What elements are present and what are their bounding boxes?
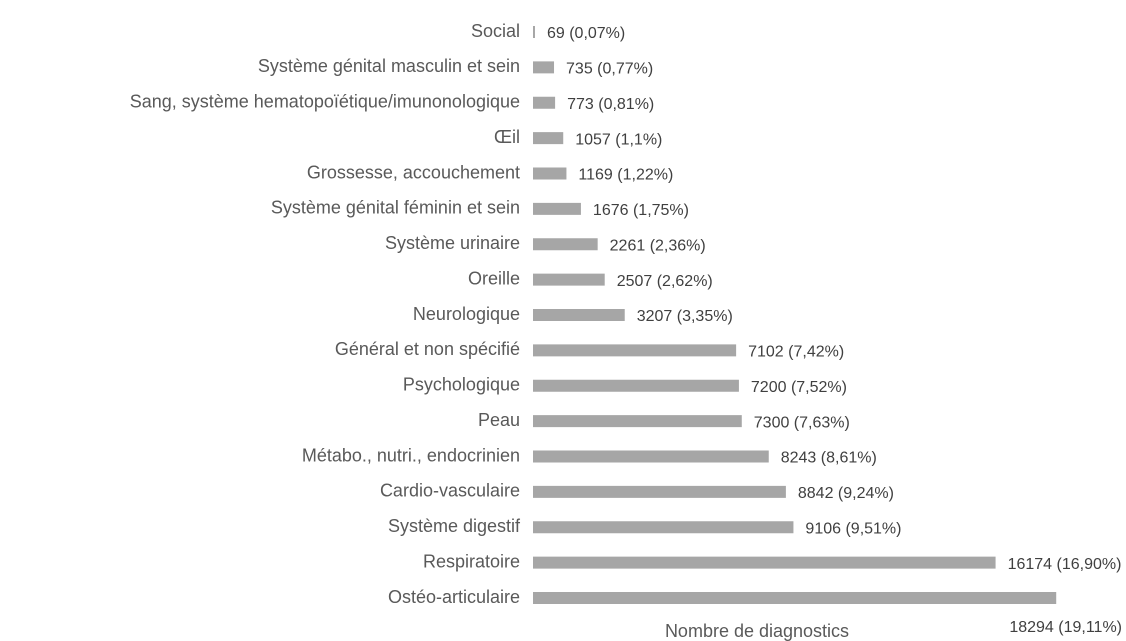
data-label: 8243 (8,61%) bbox=[781, 450, 877, 467]
y-tick-label: Peau bbox=[478, 410, 520, 430]
bar bbox=[533, 415, 742, 428]
y-tick-label: Neurologique bbox=[413, 304, 520, 324]
data-label: 2261 (2,36%) bbox=[610, 237, 706, 254]
data-label: 18294 (19,11%) bbox=[1009, 619, 1122, 636]
y-tick-label: Système génital féminin et sein bbox=[271, 198, 520, 218]
bar bbox=[533, 202, 581, 215]
bar bbox=[533, 521, 794, 534]
y-tick-label: Oreille bbox=[468, 268, 520, 288]
data-label: 1676 (1,75%) bbox=[593, 202, 689, 219]
bar bbox=[533, 96, 556, 109]
y-tick-label: Métabo., nutri., endocrinien bbox=[302, 445, 520, 465]
data-label: 69 (0,07%) bbox=[547, 25, 625, 42]
y-tick-label: Système urinaire bbox=[385, 233, 520, 253]
bar bbox=[533, 309, 625, 321]
data-label: 773 (0,81%) bbox=[567, 96, 654, 113]
bar bbox=[533, 556, 996, 569]
bar bbox=[533, 132, 564, 145]
bar bbox=[533, 592, 1057, 604]
y-tick-label: Général et non spécifié bbox=[335, 339, 520, 359]
bar bbox=[533, 61, 555, 74]
y-tick-label: Psychologique bbox=[403, 375, 520, 395]
bar bbox=[533, 344, 737, 357]
bar bbox=[533, 273, 605, 286]
y-tick-label: Système digestif bbox=[388, 516, 521, 536]
y-tick-label: Grossesse, accouchement bbox=[307, 162, 520, 182]
bar bbox=[533, 450, 769, 463]
data-label: 2507 (2,62%) bbox=[617, 273, 713, 290]
bar bbox=[533, 379, 739, 392]
data-label: 735 (0,77%) bbox=[566, 61, 653, 78]
y-tick-label: Système génital masculin et sein bbox=[258, 56, 520, 76]
y-tick-label: Œil bbox=[494, 127, 520, 147]
y-tick-label: Social bbox=[471, 21, 520, 41]
bar bbox=[533, 167, 567, 180]
y-tick-label: Sang, système hematopoïétique/imunonolog… bbox=[130, 92, 520, 112]
y-tick-label: Cardio-vasculaire bbox=[380, 481, 520, 501]
data-label: 7102 (7,42%) bbox=[748, 344, 844, 361]
data-label: 1057 (1,1%) bbox=[575, 131, 662, 148]
data-label: 1169 (1,22%) bbox=[578, 167, 673, 184]
data-label: 7200 (7,52%) bbox=[751, 379, 847, 396]
y-tick-label: Respiratoire bbox=[423, 551, 520, 571]
data-label: 7300 (7,63%) bbox=[754, 414, 850, 431]
data-label: 3207 (3,35%) bbox=[637, 308, 733, 325]
data-label: 9106 (9,51%) bbox=[805, 520, 901, 537]
y-tick-label: Ostéo-articulaire bbox=[388, 587, 520, 607]
data-label: 8842 (9,24%) bbox=[798, 485, 894, 502]
bar bbox=[533, 26, 535, 38]
bar bbox=[533, 485, 786, 498]
data-label: 16174 (16,90%) bbox=[1008, 556, 1122, 573]
bar bbox=[533, 238, 598, 251]
x-axis-title: Nombre de diagnostics bbox=[665, 621, 849, 641]
